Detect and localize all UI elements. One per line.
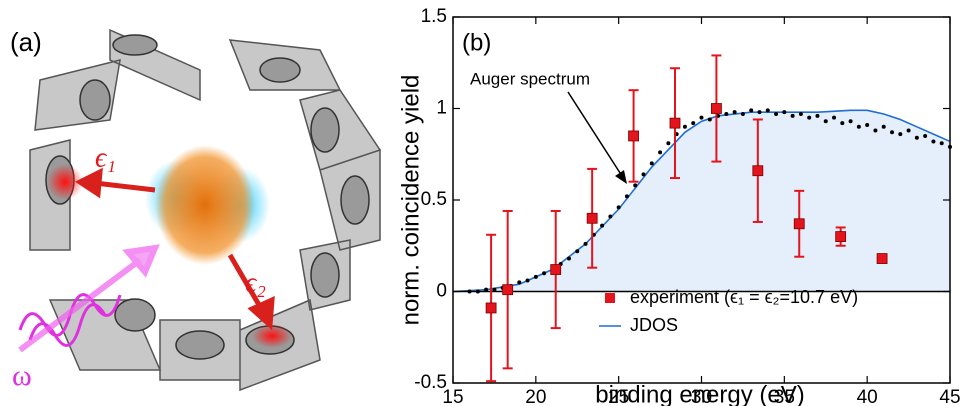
data-point [699,115,704,120]
legend-marker [605,293,615,303]
x-tick-label: 30 [691,387,712,406]
data-point [832,115,837,120]
data-point [840,121,845,126]
molecule [155,145,255,265]
data-point [707,117,712,122]
x-tick-label: 35 [774,387,795,406]
data-point [906,128,911,133]
data-point [835,231,847,243]
data-point [782,110,787,115]
x-tick-label: 25 [608,387,629,406]
data-point [467,289,472,294]
data-point [616,205,621,210]
data-point [752,165,764,177]
data-point [757,110,762,115]
y-tick-label: 1.5 [421,6,447,27]
data-point [575,249,580,254]
data-point [798,111,803,116]
chart: (b) binding energy (eV) norm. coincidenc… [397,6,960,406]
arrows [75,167,275,331]
data-point [732,110,737,115]
data-point [823,119,828,124]
data-point [492,287,497,292]
data-point [815,113,820,118]
data-point [533,274,538,279]
panel-label: (b) [462,29,491,56]
data-point [649,161,654,166]
data-point [807,115,812,120]
data-point [740,111,745,116]
annotation: ϵ₂ [245,267,266,298]
data-point [939,141,944,146]
data-point [542,271,547,276]
annotation: Auger spectrum [470,69,590,88]
data-point [691,121,696,126]
data-point [550,264,562,275]
data-point [586,212,598,224]
y-tick-label: -0.5 [414,372,447,393]
y-tick-label: 0.5 [421,189,447,210]
data-point [931,139,936,144]
data-point [658,150,663,155]
data-point [666,141,671,146]
data-point [641,172,646,177]
data-point [583,241,588,246]
legend-label: experiment (ϵ₁ = ϵ₂=10.7 eV) [630,287,858,307]
annotation: ω [12,359,32,392]
y-axis-label: norm. coincidence yield [397,75,424,326]
y-tick-label: 0 [436,281,447,302]
data-point [633,183,638,188]
annotation-arrow [567,91,623,177]
x-tick-label: 20 [525,387,546,406]
data-point [566,256,571,261]
data-point [711,103,722,114]
data-point [890,130,895,135]
data-point [502,284,514,296]
data-point [881,124,886,129]
x-tick-label: 45 [939,387,960,406]
data-point [865,122,870,127]
illustration: (a) ϵ₁ ϵ₂ ω [10,27,382,392]
data-point [923,133,928,138]
data-point [774,111,779,116]
data-point [914,135,919,140]
data-point [484,287,489,292]
data-point [517,280,522,285]
data-point [475,289,480,294]
glow [252,324,292,348]
y-tick-label: 1 [436,98,447,119]
data-point [628,130,639,142]
data-point [898,132,903,137]
data-point [600,223,605,228]
legend-label: JDOS [630,315,678,335]
data-point [485,302,497,314]
annotation-arrowhead [615,170,627,184]
data-point [682,124,687,129]
area [453,110,950,292]
data-point [749,108,754,113]
data-point [790,113,795,118]
x-tick-label: 40 [857,387,878,406]
data-point [608,214,613,219]
data-point [848,119,853,124]
light-beam [18,244,160,353]
data-point [793,218,805,230]
annotation: ϵ₁ [95,142,116,173]
panel-label: (a) [10,27,42,57]
x-axis-label: binding energy (eV) [595,381,804,406]
data-point [856,124,861,129]
glow [47,164,83,200]
data-point [876,253,888,264]
data-point [765,108,770,113]
data-point [724,111,729,116]
data-point [669,117,681,129]
x-tick-label: 15 [442,387,463,406]
data-point [624,194,629,199]
data-point [873,128,878,133]
data-point [525,278,530,283]
